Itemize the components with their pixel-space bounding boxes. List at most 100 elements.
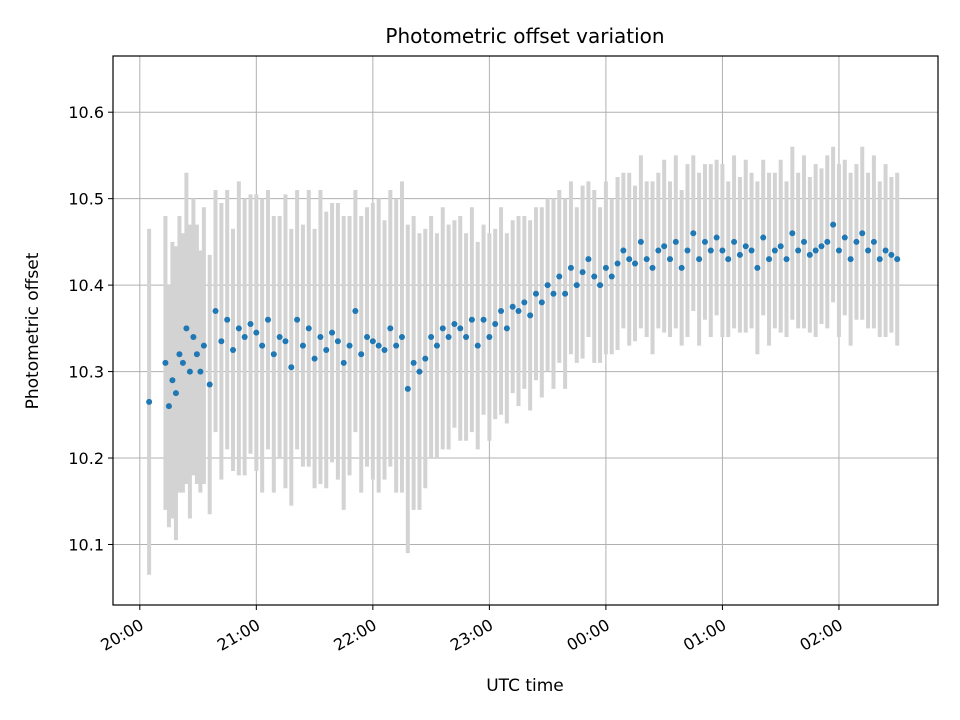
- data-point: [172, 390, 179, 397]
- data-point: [818, 243, 825, 250]
- data-point: [224, 316, 231, 323]
- data-point: [812, 247, 819, 254]
- y-tick-label: 10.2: [68, 449, 104, 468]
- data-point: [235, 325, 242, 332]
- data-point: [270, 351, 277, 358]
- data-point: [661, 243, 668, 250]
- data-point: [346, 342, 353, 349]
- data-point: [288, 364, 295, 371]
- data-point: [169, 377, 176, 384]
- data-point: [544, 282, 551, 289]
- data-point: [521, 299, 528, 306]
- data-point: [498, 308, 505, 315]
- data-point: [742, 243, 749, 250]
- data-point: [672, 238, 679, 245]
- data-point: [179, 359, 186, 366]
- data-point: [410, 359, 417, 366]
- data-point: [806, 251, 813, 258]
- data-point: [352, 308, 359, 315]
- data-point: [230, 346, 237, 353]
- data-point: [824, 238, 831, 245]
- data-point: [701, 238, 708, 245]
- data-point: [264, 316, 271, 323]
- data-point: [690, 230, 697, 237]
- y-tick-label: 10.1: [68, 535, 104, 554]
- data-point: [375, 342, 382, 349]
- data-point: [305, 325, 312, 332]
- data-point: [632, 260, 639, 267]
- data-point: [684, 247, 691, 254]
- data-point: [515, 308, 522, 315]
- data-point: [416, 368, 423, 375]
- data-point: [643, 256, 650, 263]
- data-point: [276, 333, 283, 340]
- data-point: [597, 282, 604, 289]
- data-points: [146, 221, 901, 410]
- data-point: [486, 333, 493, 340]
- data-point: [655, 247, 662, 254]
- data-point: [451, 321, 458, 328]
- data-point: [725, 256, 732, 263]
- data-point: [731, 238, 738, 245]
- data-point: [433, 342, 440, 349]
- data-point: [550, 290, 557, 297]
- data-point: [707, 247, 714, 254]
- data-point: [789, 230, 796, 237]
- data-point: [678, 264, 685, 271]
- data-point: [696, 256, 703, 263]
- data-point: [463, 333, 470, 340]
- data-point: [754, 264, 761, 271]
- data-point: [771, 247, 778, 254]
- data-point: [841, 234, 848, 241]
- data-point: [556, 273, 563, 280]
- data-point: [573, 282, 580, 289]
- data-point: [393, 342, 400, 349]
- data-point: [538, 299, 545, 306]
- data-point: [311, 355, 318, 362]
- data-point: [381, 346, 388, 353]
- data-point: [585, 256, 592, 263]
- data-point: [457, 325, 464, 332]
- data-point: [212, 308, 219, 315]
- data-point: [748, 247, 755, 254]
- data-point: [358, 351, 365, 358]
- data-point: [282, 338, 289, 345]
- data-point: [876, 256, 883, 263]
- data-point: [579, 269, 586, 276]
- y-axis: 10.1 10.2 10.3 10.4 10.5 10.6: [68, 103, 113, 554]
- data-point: [241, 333, 248, 340]
- data-point: [334, 338, 341, 345]
- data-point: [439, 325, 446, 332]
- data-point: [800, 238, 807, 245]
- data-point: [259, 342, 266, 349]
- data-point: [567, 264, 574, 271]
- data-point: [835, 247, 842, 254]
- data-point: [591, 273, 598, 280]
- data-point: [183, 325, 190, 332]
- data-point: [562, 290, 569, 297]
- data-point: [299, 342, 306, 349]
- data-point: [197, 368, 204, 375]
- data-point: [527, 312, 534, 319]
- data-point: [206, 381, 213, 388]
- data-point: [340, 359, 347, 366]
- y-axis-title: Photometric offset: [23, 252, 43, 409]
- data-point: [247, 321, 254, 328]
- data-point: [649, 264, 656, 271]
- data-point: [847, 256, 854, 263]
- data-point: [894, 256, 901, 263]
- y-tick-label: 10.6: [68, 103, 104, 122]
- data-point: [445, 333, 452, 340]
- data-point: [369, 338, 376, 345]
- data-point: [736, 251, 743, 258]
- data-point: [329, 329, 336, 336]
- data-point: [323, 346, 330, 353]
- data-point: [614, 260, 621, 267]
- data-point: [532, 290, 539, 297]
- data-point: [146, 398, 153, 405]
- data-point: [193, 351, 200, 358]
- data-point: [176, 351, 183, 358]
- data-point: [492, 321, 499, 328]
